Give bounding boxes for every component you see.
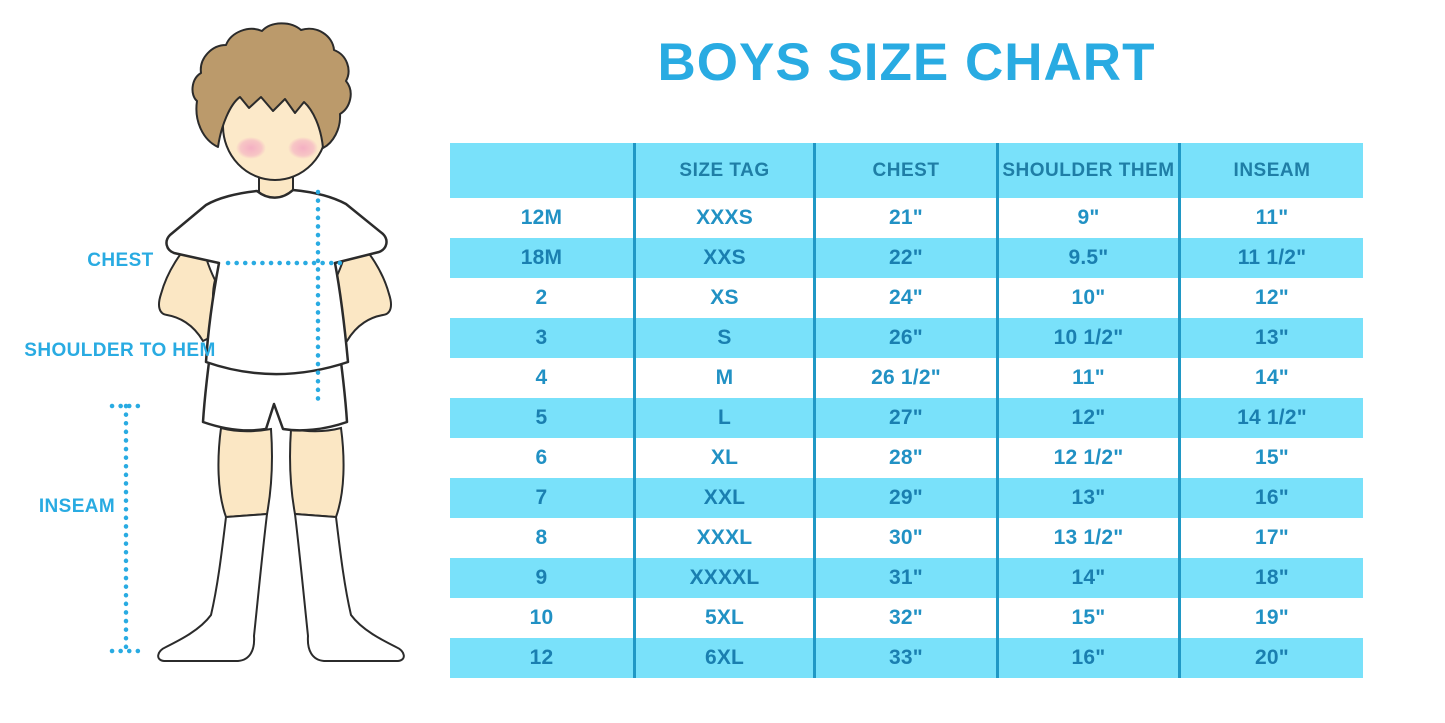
inseam-label: INSEAM — [38, 496, 116, 517]
table-cell: 6 — [535, 446, 548, 469]
table-cell: 11" — [996, 358, 1178, 398]
table-cell: 16" — [1178, 478, 1363, 518]
column-header-chest: CHEST — [813, 143, 996, 198]
table-row: 10 5XL 32" 15" 19" — [450, 598, 1363, 638]
table-cell: 18" — [1178, 558, 1363, 598]
table-cell: 12" — [996, 398, 1178, 438]
table-cell: 12M — [520, 206, 563, 229]
table-cell: 10" — [996, 278, 1178, 318]
table-cell: 14" — [996, 558, 1178, 598]
table-cell: XS — [633, 278, 813, 318]
tshirt-shape — [165, 188, 388, 376]
table-cell: 11" — [1178, 198, 1363, 238]
table-cell: 28" — [813, 438, 996, 478]
right-cheek — [288, 137, 318, 159]
column-header-inseam: INSEAM — [1178, 143, 1363, 198]
table-cell: M — [633, 358, 813, 398]
table-cell: S — [633, 318, 813, 358]
table-cell: 30" — [813, 518, 996, 558]
table-cell: 22" — [813, 238, 996, 278]
table-cell: 13" — [1178, 318, 1363, 358]
table-cell: XXL — [633, 478, 813, 518]
table-cell: 15" — [1178, 438, 1363, 478]
table-cell: 19" — [1178, 598, 1363, 638]
left-sock-shape — [157, 512, 269, 662]
table-row: 2 XS 24" 10" 12" — [450, 278, 1363, 318]
table-cell: XXXXL — [633, 558, 813, 598]
table-cell: 6XL — [633, 638, 813, 678]
left-cheek — [236, 137, 266, 159]
table-cell: 27" — [813, 398, 996, 438]
table-row: 3 S 26" 10 1/2" 13" — [450, 318, 1363, 358]
table-cell: 14 1/2" — [1178, 398, 1363, 438]
table-cell: 8 — [535, 526, 548, 549]
table-cell: 32" — [813, 598, 996, 638]
right-sock-shape — [293, 512, 405, 662]
table-row: 9 XXXXL 31" 14" 18" — [450, 558, 1363, 598]
table-cell: 5 — [535, 406, 548, 429]
table-cell: 4 — [535, 366, 548, 389]
table-row: 6 XL 28" 12 1/2" 15" — [450, 438, 1363, 478]
table-cell: 24" — [813, 278, 996, 318]
table-cell: 9 — [535, 566, 548, 589]
table-cell: 15" — [996, 598, 1178, 638]
table-cell: 21" — [813, 198, 996, 238]
size-chart-table: SIZE TAG CHEST SHOULDER THEM INSEAM 12M … — [450, 143, 1363, 678]
table-cell: 13" — [996, 478, 1178, 518]
table-row: 18M XXS 22" 9.5" 11 1/2" — [450, 238, 1363, 278]
table-cell: L — [633, 398, 813, 438]
table-row: 5 L 27" 12" 14 1/2" — [450, 398, 1363, 438]
table-cell: 5XL — [633, 598, 813, 638]
table-row: 8 XXXL 30" 13 1/2" 17" — [450, 518, 1363, 558]
column-header-size — [450, 143, 633, 198]
table-cell: 33" — [813, 638, 996, 678]
table-cell: 13 1/2" — [996, 518, 1178, 558]
shoulder-to-hem-label: SHOULDER TO HEM — [24, 340, 216, 361]
left-arm-shape — [158, 234, 221, 343]
table-row: 12M XXXS 21" 9" 11" — [450, 198, 1363, 238]
table-cell: 7 — [535, 486, 548, 509]
table-cell: 10 — [529, 606, 554, 629]
table-cell: 12 — [529, 646, 554, 669]
table-cell: 26" — [813, 318, 996, 358]
table-row: 4 M 26 1/2" 11" 14" — [450, 358, 1363, 398]
table-cell: 18M — [520, 246, 563, 269]
table-row: 12 6XL 33" 16" 20" — [450, 638, 1363, 678]
table-cell: XXXS — [633, 198, 813, 238]
table-cell: XXS — [633, 238, 813, 278]
boy-figure-illustration — [109, 22, 405, 662]
table-cell: 9.5" — [996, 238, 1178, 278]
table-cell: 20" — [1178, 638, 1363, 678]
table-cell: 10 1/2" — [996, 318, 1178, 358]
column-header-shoulder-them: SHOULDER THEM — [996, 143, 1178, 198]
table-cell: 31" — [813, 558, 996, 598]
chest-label: CHEST — [87, 250, 154, 271]
table-cell: 26 1/2" — [813, 358, 996, 398]
table-cell: XL — [633, 438, 813, 478]
left-leg-shape — [217, 426, 273, 519]
right-leg-shape — [289, 426, 345, 519]
page-title: BOYS SIZE CHART — [657, 33, 1156, 92]
table-cell: 3 — [535, 326, 548, 349]
table-cell: 17" — [1178, 518, 1363, 558]
hair-shape — [191, 22, 352, 149]
table-cell: 29" — [813, 478, 996, 518]
table-cell: 2 — [535, 286, 548, 309]
table-cell: XXXL — [633, 518, 813, 558]
table-cell: 12 1/2" — [996, 438, 1178, 478]
table-row: 7 XXL 29" 13" 16" — [450, 478, 1363, 518]
table-cell: 12" — [1178, 278, 1363, 318]
table-cell: 16" — [996, 638, 1178, 678]
table-cell: 9" — [996, 198, 1178, 238]
table-cell: 14" — [1178, 358, 1363, 398]
table-header-row: SIZE TAG CHEST SHOULDER THEM INSEAM — [450, 143, 1363, 198]
column-header-size-tag: SIZE TAG — [633, 143, 813, 198]
table-cell: 11 1/2" — [1178, 238, 1363, 278]
